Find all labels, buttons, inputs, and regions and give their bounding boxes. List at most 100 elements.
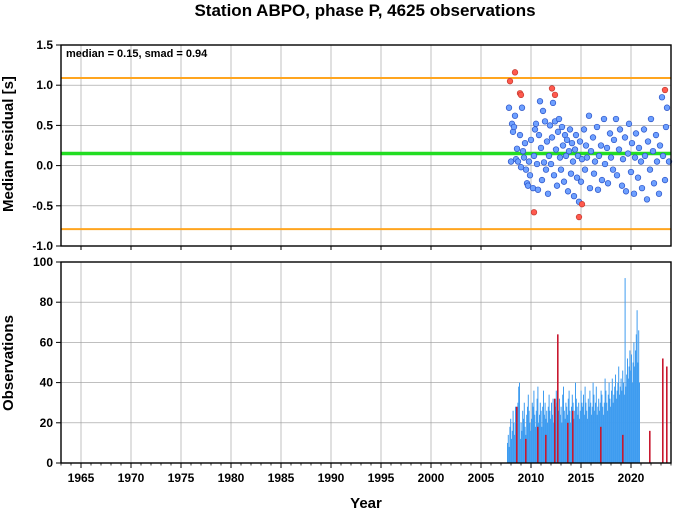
residual-point bbox=[542, 166, 550, 173]
rejected-observation-bar bbox=[567, 422, 569, 463]
observation-bar bbox=[632, 362, 634, 463]
observation-bar bbox=[542, 406, 544, 463]
observation-bar bbox=[634, 366, 636, 463]
observation-bar bbox=[532, 406, 534, 463]
residual-point bbox=[580, 126, 588, 133]
observation-bar bbox=[586, 410, 588, 463]
residual-point bbox=[510, 123, 518, 131]
observation-bar bbox=[550, 418, 552, 463]
outlier-point bbox=[517, 91, 525, 98]
residual-point bbox=[585, 112, 593, 119]
residual-point bbox=[622, 188, 630, 195]
residual-point bbox=[640, 126, 648, 133]
observation-bar bbox=[602, 406, 604, 463]
residual-point bbox=[553, 182, 561, 189]
residual-point bbox=[545, 152, 553, 160]
observation-bar bbox=[537, 386, 539, 463]
observation-bar bbox=[583, 414, 585, 463]
residual-point bbox=[663, 104, 671, 111]
residual-point bbox=[548, 134, 556, 141]
observation-bar bbox=[614, 386, 616, 463]
residual-point bbox=[587, 147, 595, 155]
residual-point bbox=[610, 136, 618, 144]
observation-bar bbox=[526, 414, 528, 463]
observation-bar bbox=[522, 410, 524, 463]
observations-y-axis-label: Observations bbox=[0, 315, 17, 411]
residual-point bbox=[562, 152, 570, 160]
x-tick-label: 1980 bbox=[218, 471, 245, 485]
observation-bar bbox=[543, 414, 545, 463]
residual-point bbox=[511, 112, 519, 119]
observation-bar bbox=[547, 422, 548, 463]
observation-bar bbox=[597, 406, 599, 463]
residual-point bbox=[593, 123, 601, 131]
observation-bar bbox=[543, 390, 544, 463]
residual-y-ticks: -1.0 -0.5 0.0 0.5 1.0 1.5 bbox=[32, 38, 61, 253]
observation-bar bbox=[590, 402, 592, 463]
residual-point bbox=[624, 150, 632, 157]
residual-point bbox=[632, 130, 640, 137]
residual-point bbox=[612, 115, 620, 123]
observation-bar bbox=[509, 426, 511, 463]
residual-point bbox=[591, 158, 599, 165]
rejected-observation-bar bbox=[666, 366, 668, 463]
residual-point bbox=[613, 172, 621, 179]
residual-point bbox=[556, 154, 564, 161]
observation-bar bbox=[530, 430, 532, 463]
residual-point bbox=[571, 146, 579, 153]
residual-point bbox=[616, 126, 624, 133]
observation-bar bbox=[560, 406, 562, 463]
observation-bar bbox=[615, 374, 616, 463]
observation-bar bbox=[607, 410, 608, 463]
observation-bar bbox=[531, 402, 533, 463]
residual-point bbox=[659, 152, 667, 160]
residual-point bbox=[532, 120, 540, 127]
residual-y-axis-label: Median residual [s] bbox=[0, 76, 17, 212]
observation-bar bbox=[563, 386, 564, 463]
y-tick-label: 20 bbox=[40, 416, 54, 430]
residual-point bbox=[647, 115, 655, 123]
residual-point bbox=[516, 131, 524, 139]
observation-bar bbox=[561, 422, 563, 463]
observation-bar bbox=[551, 414, 553, 463]
residual-point bbox=[641, 152, 649, 160]
residual-frame bbox=[60, 44, 672, 247]
observation-bar bbox=[555, 390, 557, 463]
observation-bar bbox=[635, 334, 637, 463]
y-tick-label: -1.0 bbox=[32, 239, 53, 253]
observation-bar bbox=[582, 406, 584, 463]
rejected-observation-bar bbox=[557, 334, 559, 463]
residual-point bbox=[615, 146, 623, 153]
observation-bar bbox=[535, 426, 536, 463]
observation-bar bbox=[517, 402, 519, 463]
observation-bar bbox=[618, 366, 620, 463]
residual-point bbox=[619, 156, 627, 163]
residual-point bbox=[649, 147, 657, 155]
x-tick-label: 2005 bbox=[468, 471, 495, 485]
observation-bar bbox=[591, 406, 593, 463]
observation-bar bbox=[523, 402, 525, 463]
y-tick-label: 0.5 bbox=[36, 118, 53, 132]
outlier-point bbox=[530, 209, 538, 216]
observation-bar bbox=[515, 406, 516, 463]
residual-point bbox=[655, 190, 663, 197]
observation-bar bbox=[539, 402, 541, 463]
residual-point bbox=[527, 136, 535, 144]
observation-bar bbox=[589, 390, 591, 463]
observation-bar bbox=[549, 410, 551, 463]
rejected-observation-bar bbox=[600, 426, 602, 463]
x-tick-label: 1995 bbox=[368, 471, 395, 485]
residual-point bbox=[631, 154, 639, 161]
residual-point bbox=[643, 196, 651, 203]
residual-point bbox=[535, 131, 543, 139]
residual-point bbox=[634, 174, 642, 181]
residual-point bbox=[514, 158, 522, 165]
observation-bar bbox=[620, 378, 622, 463]
observation-bar bbox=[603, 402, 605, 463]
observation-bar bbox=[613, 394, 615, 463]
residual-point bbox=[522, 166, 530, 173]
residual-point bbox=[577, 178, 585, 185]
observation-bar bbox=[548, 394, 550, 463]
residual-point bbox=[598, 176, 606, 184]
observation-bar bbox=[569, 410, 571, 463]
